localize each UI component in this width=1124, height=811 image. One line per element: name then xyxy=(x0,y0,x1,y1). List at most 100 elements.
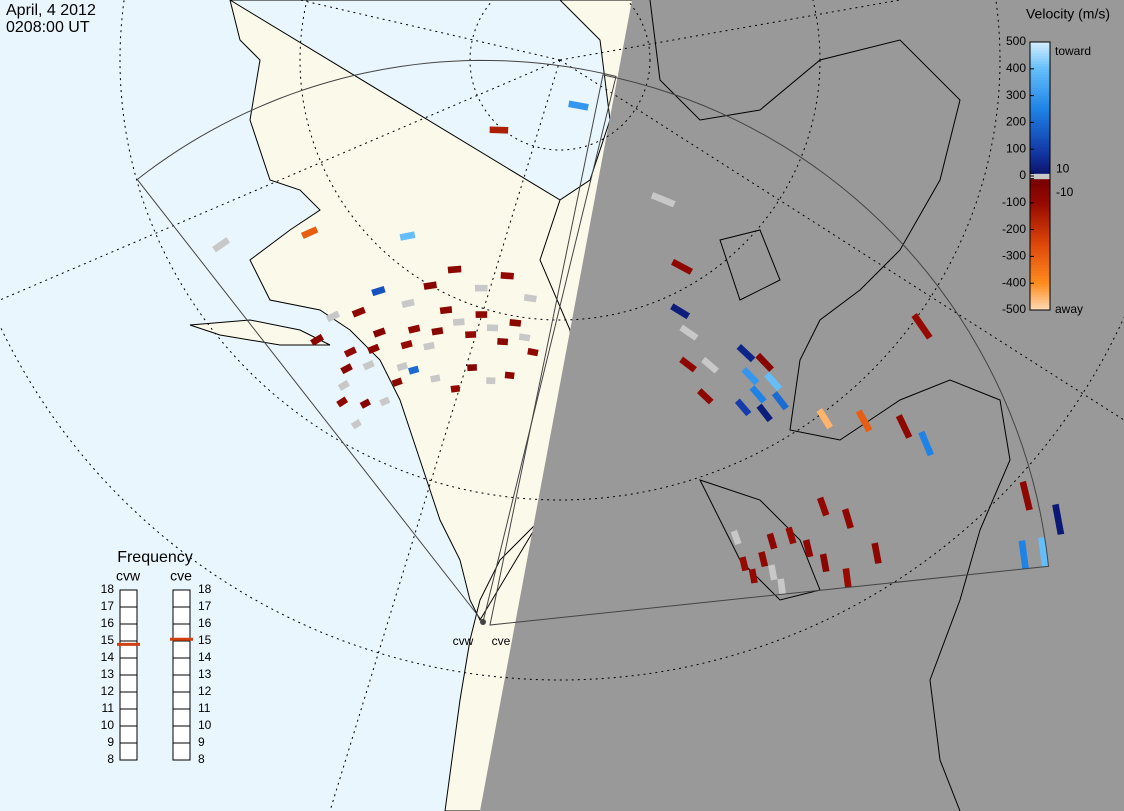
colorbar-swatch xyxy=(1030,213,1050,217)
colorbar-swatch xyxy=(1030,178,1050,182)
colorbar-tick-label: -10 xyxy=(1056,185,1074,199)
colorbar-swatch xyxy=(1030,82,1050,86)
colorbar-swatch xyxy=(1030,283,1050,287)
velocity-cell xyxy=(679,356,697,373)
colorbar-swatch xyxy=(1030,55,1050,59)
velocity-cell xyxy=(764,371,783,392)
colorbar-swatch xyxy=(1030,280,1050,284)
velocity-cell xyxy=(450,384,461,393)
colorbar-swatch xyxy=(1030,248,1050,252)
colorbar-tick-label: 400 xyxy=(1006,61,1026,75)
colorbar-swatch xyxy=(1030,237,1050,241)
colorbar-swatch xyxy=(1030,58,1050,62)
frequency-tick-label: 8 xyxy=(198,752,205,766)
fan-outline xyxy=(489,74,1050,626)
colorbar-swatch xyxy=(1030,291,1050,295)
night-region xyxy=(480,0,1124,811)
colorbar-swatch xyxy=(1030,264,1050,268)
velocity-cell xyxy=(367,343,380,354)
velocity-cell xyxy=(500,272,515,280)
frequency-tick-label: 18 xyxy=(198,582,212,596)
colorbar-swatch xyxy=(1030,259,1050,263)
velocity-cell xyxy=(408,365,420,375)
colorbar-swatch xyxy=(1030,92,1050,97)
velocity-cell xyxy=(768,564,778,581)
colorbar-swatch xyxy=(1030,269,1050,273)
colorbar-swatch xyxy=(1030,95,1050,99)
colorbar-swatch xyxy=(1030,307,1050,311)
colorbar-swatch xyxy=(1030,186,1050,190)
velocity-cell xyxy=(679,324,699,341)
colorbar-swatch xyxy=(1030,76,1050,81)
frequency-tick-label: 12 xyxy=(198,684,212,698)
velocity-cell xyxy=(423,281,437,290)
colorbar-swatch xyxy=(1030,253,1050,257)
colorbar-swatch xyxy=(1030,79,1050,83)
frequency-tick-label: 11 xyxy=(102,701,115,715)
velocity-cell xyxy=(758,551,769,568)
velocity-cell xyxy=(497,337,509,346)
colorbar-swatch xyxy=(1030,200,1050,204)
colorbar-swatch xyxy=(1030,159,1050,164)
colorbar-swatch xyxy=(1030,234,1050,239)
colorbar-swatch xyxy=(1030,296,1050,300)
velocity-cell xyxy=(337,379,350,391)
velocity-cell xyxy=(362,360,375,371)
colorbar-tick-label: -200 xyxy=(1002,222,1026,236)
station-label: cvw xyxy=(453,634,474,648)
colorbar-swatch xyxy=(1030,170,1050,174)
colorbar-swatch xyxy=(1030,224,1050,228)
colorbar-swatch xyxy=(1030,130,1050,134)
frequency-tick-label: 14 xyxy=(101,650,115,664)
colorbar-swatch xyxy=(1030,44,1050,48)
colorbar-swatch xyxy=(1030,100,1050,105)
time: 0208:00 UT xyxy=(6,19,90,36)
frequency-tick-label: 10 xyxy=(198,718,212,732)
velocity-cell xyxy=(350,418,362,430)
velocity-cell xyxy=(842,568,852,588)
colorbar-swatch xyxy=(1030,125,1050,129)
velocity-cell xyxy=(351,306,366,318)
velocity-cell xyxy=(730,529,742,545)
velocity-cell xyxy=(431,327,444,336)
frequency-tick-label: 13 xyxy=(101,667,115,681)
colorbar-swatch xyxy=(1030,154,1050,158)
colorbar-swatch xyxy=(1030,106,1050,110)
velocity-cell xyxy=(819,553,830,573)
colorbar-swatch xyxy=(1030,60,1050,64)
colorbar-swatch xyxy=(1030,192,1050,196)
velocity-cell xyxy=(734,398,752,417)
frequency-tick-label: 16 xyxy=(198,616,212,630)
colorbar-swatch xyxy=(1030,90,1050,94)
frequency-radar-label: cvw xyxy=(116,568,141,584)
velocity-cell xyxy=(816,496,830,517)
velocity-cell xyxy=(568,100,589,111)
velocity-cell xyxy=(1018,540,1029,570)
velocity-cell xyxy=(407,324,421,334)
velocity-cell xyxy=(325,310,341,323)
colorbar-swatch xyxy=(1030,197,1050,201)
velocity-cell xyxy=(518,333,531,342)
velocity-cell xyxy=(670,303,691,320)
colorbar-swatch xyxy=(1030,71,1050,75)
frequency-tick-label: 9 xyxy=(107,735,114,749)
frequency-tick-label: 17 xyxy=(101,599,115,613)
colorbar-swatch xyxy=(1030,122,1050,126)
frequency-tick-label: 15 xyxy=(101,633,115,647)
colorbar-swatch xyxy=(1030,143,1050,148)
velocity-cell xyxy=(697,388,714,405)
frequency-radar-label: cve xyxy=(170,568,192,584)
colorbar-swatch xyxy=(1030,240,1050,244)
colorbar-swatch xyxy=(1030,245,1050,249)
colorbar-swatch xyxy=(1030,109,1050,113)
colorbar-swatch xyxy=(1030,127,1050,131)
velocity-cell xyxy=(1038,536,1049,567)
colorbar-tick-label: -300 xyxy=(1002,249,1026,263)
frequency-title: Frequency xyxy=(117,549,193,566)
colorbar-swatch xyxy=(1030,293,1050,298)
velocity-cell xyxy=(650,192,676,208)
colorbar-swatch xyxy=(1030,256,1050,260)
frequency-tick-label: 12 xyxy=(101,684,115,698)
velocity-cell xyxy=(785,526,797,545)
